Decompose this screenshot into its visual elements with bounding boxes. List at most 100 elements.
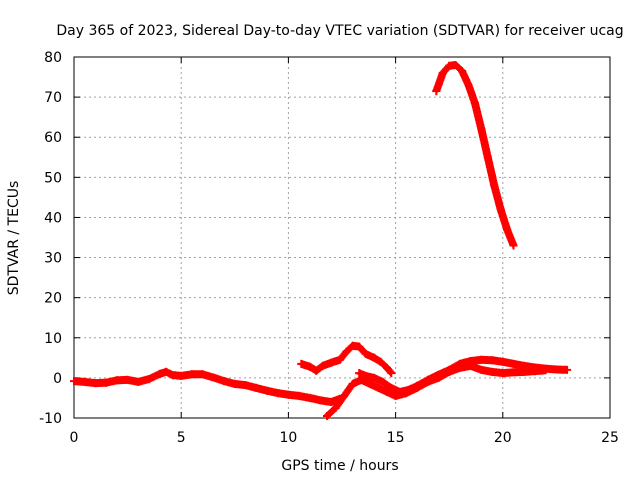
data-point [102,378,111,387]
data-point [402,389,411,398]
data-point [387,369,396,378]
series-track-3 [297,341,396,378]
data-point [509,359,518,368]
data-point [209,373,218,382]
data-point [295,391,304,400]
chart-title: Day 365 of 2023, Sidereal Day-to-day VTE… [56,23,623,39]
data-point [162,367,171,376]
data-point [187,370,196,379]
data-point [509,368,518,377]
data-point [376,357,385,366]
data-point [531,367,539,376]
data-point [458,67,467,75]
x-axis-label: GPS time / hours [281,458,398,474]
data-point [552,365,561,374]
data-point [432,87,441,96]
data-point [434,373,443,382]
data-point [252,383,261,392]
series-track-2 [323,375,400,420]
data-point [241,381,250,390]
y-tick-label: 20 [44,291,62,307]
y-tick-label: 10 [44,331,62,347]
data-point [483,153,492,162]
data-point [323,412,331,420]
data-point [498,357,507,366]
y-tick-label: 60 [44,130,62,146]
y-tick-label: 40 [44,210,62,226]
data-point [455,363,464,372]
data-point [423,377,432,386]
data-point [477,125,486,134]
data-point [155,369,164,378]
data-point [177,371,186,380]
data-point [391,391,400,400]
data-point [355,342,364,351]
data-point [335,355,344,364]
data-point [305,362,314,371]
x-tick-label: 10 [279,430,297,446]
data-point [488,367,497,376]
data-point [374,383,383,392]
data-point [361,349,370,358]
data-point [348,379,357,388]
data-point [361,371,370,380]
data-point [305,393,314,402]
data-point [477,355,486,364]
grid [74,57,610,418]
data-points [70,61,572,420]
data-point [488,356,497,365]
axis-ticks: 0 5 10 15 20 25 -10 0 10 20 30 40 50 60 70 80 [39,50,619,446]
data-point [316,396,325,405]
data-point [80,377,89,386]
data-point [541,366,550,375]
data-point [496,205,505,214]
data-point [318,361,327,370]
data-point [263,386,271,395]
series-track-6 [432,61,518,250]
data-point [145,375,153,384]
data-point [342,347,351,356]
data-point [520,367,529,376]
data-point [331,404,340,412]
data-point [70,377,78,386]
data-point [445,367,454,376]
data-point [464,81,473,90]
data-point [470,99,479,108]
data-point [355,369,364,378]
y-tick-label: 80 [44,50,62,66]
data-point [198,370,207,379]
y-tick-label: 70 [44,90,62,106]
data-point [327,398,336,406]
data-point [112,376,121,385]
data-point [123,375,132,384]
data-point [91,379,100,388]
x-tick-label: 25 [601,430,619,446]
data-point [477,365,486,374]
data-point [297,359,306,368]
data-point [383,363,391,372]
series-track-5 [391,361,550,400]
data-point [284,390,293,399]
series-trace [432,61,517,249]
y-tick-label: -10 [39,411,62,427]
data-point [503,225,512,234]
y-tick-label: 0 [53,371,62,387]
data-point [168,371,177,380]
data-point [451,61,460,69]
x-tick-label: 0 [70,430,79,446]
data-point [378,377,387,386]
data-point [466,361,475,370]
data-point [370,353,379,362]
series-track-1 [70,367,344,406]
x-tick-label: 5 [177,430,186,446]
data-point [340,391,349,400]
plot-frame [73,56,611,419]
data-point [312,366,321,375]
data-point [370,373,379,382]
data-point [413,383,421,392]
data-point [490,181,499,190]
y-axis-label: SDTVAR / TECUs [6,181,22,296]
data-point [273,389,282,398]
data-point [563,365,572,374]
